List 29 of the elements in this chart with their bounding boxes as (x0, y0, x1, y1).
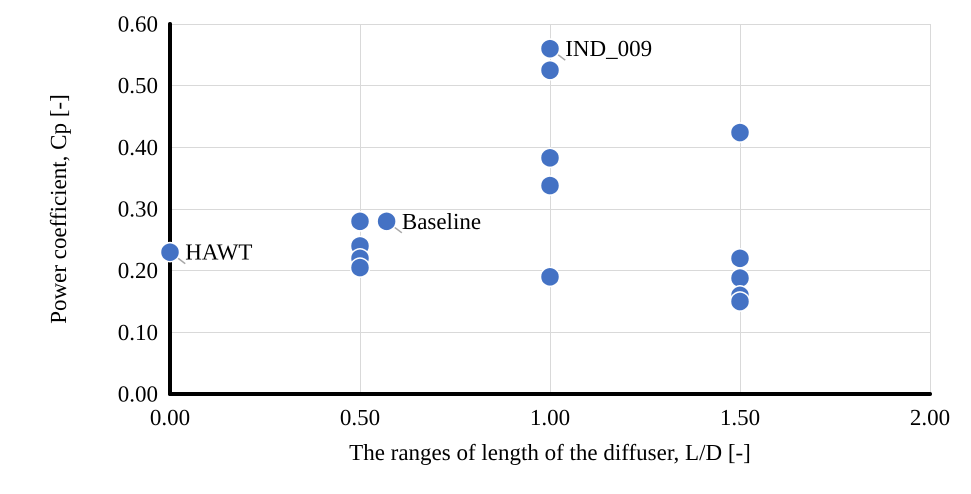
y-axis-title: Power coefficient, Cp [-] (46, 94, 71, 324)
point (540, 60, 560, 80)
point (730, 291, 750, 312)
annotation: IND_009 (565, 36, 652, 62)
point (540, 175, 560, 196)
x-tick-label: 0.50 (340, 405, 380, 430)
point (350, 211, 370, 232)
point (540, 38, 560, 59)
y-tick-label: 0.20 (118, 258, 158, 284)
x-tick-label: 1.00 (530, 405, 570, 430)
x-tick-label: 2.00 (910, 405, 950, 430)
y-tick-label: 0.30 (118, 196, 158, 222)
annotation: HAWT (185, 240, 252, 265)
y-tick-label: 0.50 (118, 73, 158, 98)
point (730, 248, 750, 269)
y-tick-label: 0.10 (118, 320, 158, 345)
point (730, 122, 750, 143)
point (350, 257, 370, 278)
x-tick-label: 1.50 (720, 405, 760, 430)
y-tick-label: 0.00 (118, 382, 158, 406)
x-tick-label: 0.00 (150, 405, 190, 430)
x-axis-title: The ranges of length of the diffuser, L/D [-] (349, 440, 751, 465)
annotation: Baseline (402, 208, 482, 234)
point (540, 148, 560, 168)
y-tick-label: 0.40 (118, 134, 158, 160)
y-tick-label: 0.60 (118, 12, 158, 36)
point (376, 211, 397, 232)
point (160, 242, 180, 262)
point (540, 266, 560, 288)
